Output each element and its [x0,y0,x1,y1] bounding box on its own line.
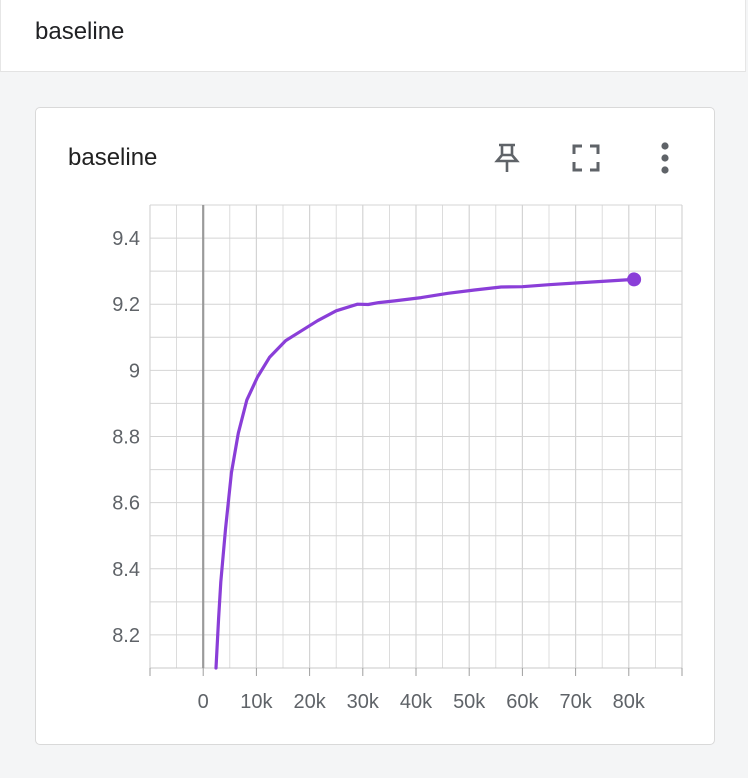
y-tick-label: 8.6 [112,493,140,515]
x-tick-label: 80k [613,691,646,713]
y-tick-label: 8.8 [112,427,140,449]
more-options-button[interactable] [645,138,685,178]
y-tick-label: 9 [129,360,140,382]
x-tick-label: 40k [400,691,433,713]
x-tick-label: 60k [506,691,539,713]
fullscreen-button[interactable] [566,138,606,178]
y-tick-label: 9.2 [112,294,140,316]
series-line [214,277,636,670]
x-tick-label: 20k [293,691,326,713]
page-header: baseline [0,0,746,72]
more-vert-icon [661,142,669,174]
chart-title: baseline [68,144,158,171]
x-tick-label: 0 [198,691,209,713]
x-tick-label: 50k [453,691,486,713]
pin-icon [494,143,520,172]
fullscreen-icon [572,144,600,172]
y-tick-label: 9.4 [112,228,140,250]
y-tick-label: 8.2 [112,625,140,647]
y-tick-label: 8.4 [112,559,140,581]
chart-card: baseline 0 10k 20k 30k 40k 50k 60k 70k 80k 8.2 8.4… [35,107,715,745]
pin-button[interactable] [487,138,527,178]
page-title: baseline [35,18,125,45]
series-last-point [627,272,642,287]
x-tick-label: 70k [559,691,592,713]
line-chart: 0 10k 20k 30k 40k 50k 60k 70k 80k 8.2 8.4 8.6 8.8 9 9.… [112,204,683,713]
x-tick-label: 30k [347,691,380,713]
x-tick-label: 10k [240,691,273,713]
